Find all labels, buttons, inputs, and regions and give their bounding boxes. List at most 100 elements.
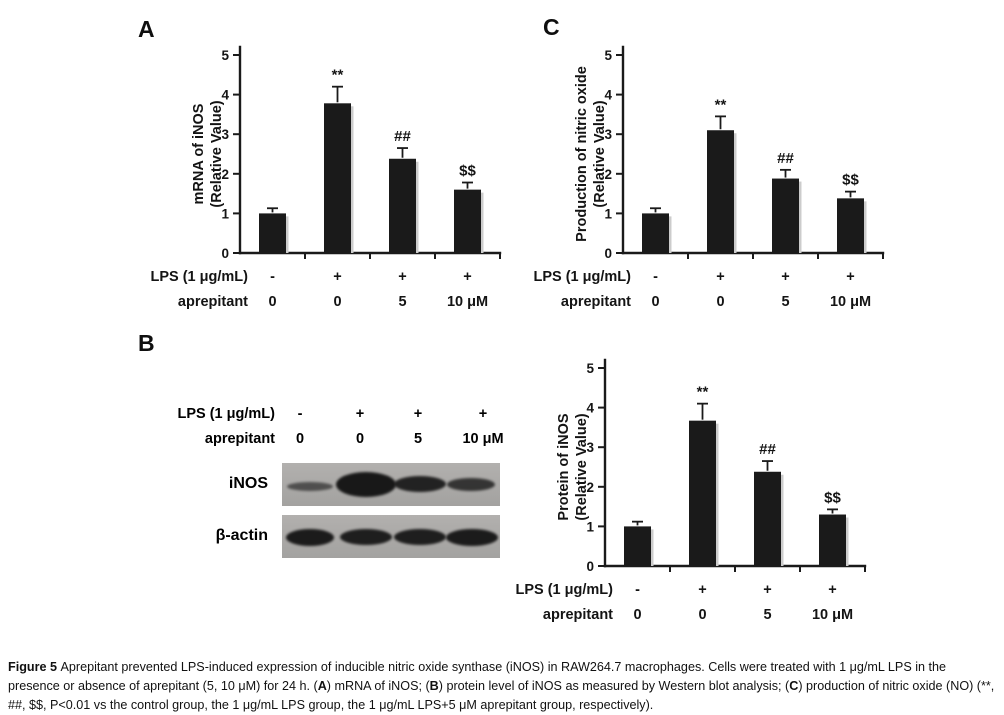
y-tick-label: 5 [604, 48, 612, 63]
blot-band [394, 476, 446, 492]
significance-label: ## [759, 441, 776, 458]
bar [754, 471, 781, 566]
x-row-value: + [698, 582, 706, 598]
chart-nitric-oxide: 0 1 2 3 4 5 ** ## $$ Production of nitric oxide (R… [508, 35, 908, 325]
x-row-value: + [781, 269, 789, 285]
y-tick-label: 5 [586, 361, 594, 376]
x-row-value: + [463, 269, 471, 285]
bar [819, 514, 846, 566]
x-row-value: 5 [763, 607, 771, 623]
blot-band [394, 529, 446, 545]
x-row-value: + [333, 269, 341, 285]
x-row-label: aprepitant [178, 294, 248, 310]
caption-segment: ) protein level of iNOS as measured by W… [438, 678, 790, 693]
panel-b-letter: B [138, 330, 155, 356]
y-axis-label-line1: Protein of iNOS [556, 413, 572, 520]
y-tick-label: 3 [221, 127, 229, 142]
panel-a-letter: A [138, 16, 155, 42]
y-tick-label: 1 [604, 206, 612, 221]
caption-segment: Aprepitant prevented LPS-induced express… [8, 659, 947, 693]
significance-label: ## [394, 128, 411, 145]
y-tick-label: 2 [221, 167, 229, 182]
y-axis-label-line2: (Relative Value) [592, 100, 608, 207]
significance-label: ## [777, 150, 794, 167]
blot-band [336, 471, 396, 497]
x-row-label: aprepitant [561, 294, 631, 310]
x-row-value: 0 [698, 607, 706, 623]
significance-label: $$ [824, 489, 841, 506]
bar [454, 189, 481, 253]
x-row-value: 10 μM [447, 294, 488, 310]
blot-lane-value: + [413, 406, 423, 422]
bar [837, 198, 864, 253]
caption-segment: ) mRNA of iNOS; ( [326, 678, 430, 693]
y-tick-label: 4 [604, 88, 612, 103]
y-tick-label: 3 [586, 440, 594, 455]
western-blot-panel: LPS (1 μg/mL) - + + + aprepitant 0 0 5 10 μM iNOS β… [140, 402, 530, 572]
blot-target-label: β-actin [215, 527, 268, 544]
y-tick-label: 1 [586, 519, 594, 534]
x-row-value: 0 [633, 607, 641, 623]
caption-segment: B [429, 678, 439, 693]
caption-segment: C [789, 678, 799, 693]
x-row-label: LPS (1 μg/mL) [516, 582, 614, 598]
bar [389, 158, 416, 253]
x-row-value: + [398, 269, 406, 285]
x-row-value: - [653, 269, 658, 285]
blot-lane-value: + [355, 406, 365, 422]
bar [624, 526, 651, 566]
chart-protein-inos: 0 1 2 3 4 5 ** ## $$ Protein of iNOS (Relative Val… [490, 348, 890, 638]
blot-band [447, 477, 495, 491]
bar [642, 213, 669, 253]
blot-band [340, 529, 392, 545]
bar-chart-svg: 0 1 2 3 4 5 ** ## $$ Production of nitric oxide (R… [534, 45, 885, 310]
chart-mrna-inos: 0 1 2 3 4 5 ** ## $$ mRNA of iNOS (Relative Value)… [125, 35, 525, 325]
x-row-label: aprepitant [543, 607, 613, 623]
blot-strip [282, 515, 500, 558]
significance-label: $$ [459, 163, 476, 180]
blot-strip [282, 463, 500, 506]
bar-chart-svg: 0 1 2 3 4 5 ** ## $$ Protein of iNOS (Relative Val… [516, 358, 867, 623]
figure-caption: Figure 5 Aprepitant prevented LPS-induce… [8, 658, 996, 715]
blot-lane-value: 0 [355, 431, 365, 447]
y-tick-label: 2 [604, 167, 612, 182]
blot-band [446, 528, 498, 546]
caption-segment: ) production of nitric oxide (NO) (**, #… [8, 678, 995, 712]
x-row-value: - [635, 582, 640, 598]
y-tick-label: 2 [586, 480, 594, 495]
bar [772, 178, 799, 253]
y-tick-label: 0 [221, 246, 229, 261]
x-row-label: LPS (1 μg/mL) [534, 269, 632, 285]
significance-label: ** [332, 67, 344, 84]
x-row-value: + [763, 582, 771, 598]
x-row-value: 0 [268, 294, 276, 310]
y-axis-label-line2: (Relative Value) [574, 413, 590, 520]
x-row-value: + [828, 582, 836, 598]
x-row-value: 0 [651, 294, 659, 310]
x-row-value: 0 [716, 294, 724, 310]
bar-chart-svg: 0 1 2 3 4 5 ** ## $$ mRNA of iNOS (Relative Value)… [151, 45, 502, 310]
blot-row-label: LPS (1 μg/mL) [177, 406, 276, 422]
bar [259, 213, 286, 253]
y-tick-label: 0 [586, 559, 594, 574]
y-tick-label: 0 [604, 246, 612, 261]
x-row-value: + [716, 269, 724, 285]
bar [707, 130, 734, 253]
y-tick-label: 3 [604, 127, 612, 142]
bar [324, 103, 351, 253]
blot-lane-value: 5 [413, 431, 423, 447]
y-tick-label: 5 [221, 48, 229, 63]
blot-lane-value: 0 [295, 431, 305, 447]
significance-label: ** [697, 384, 709, 401]
y-axis-label-line2: (Relative Value) [209, 100, 225, 207]
blot-band [286, 528, 334, 546]
y-tick-label: 4 [221, 88, 229, 103]
y-axis-label-line1: mRNA of iNOS [191, 103, 207, 204]
blot-lane-value: + [478, 406, 488, 422]
x-row-value: 10 μM [830, 294, 871, 310]
y-tick-label: 4 [586, 401, 594, 416]
x-row-value: 5 [781, 294, 789, 310]
y-axis-label-line1: Production of nitric oxide [574, 66, 590, 242]
x-row-value: 0 [333, 294, 341, 310]
